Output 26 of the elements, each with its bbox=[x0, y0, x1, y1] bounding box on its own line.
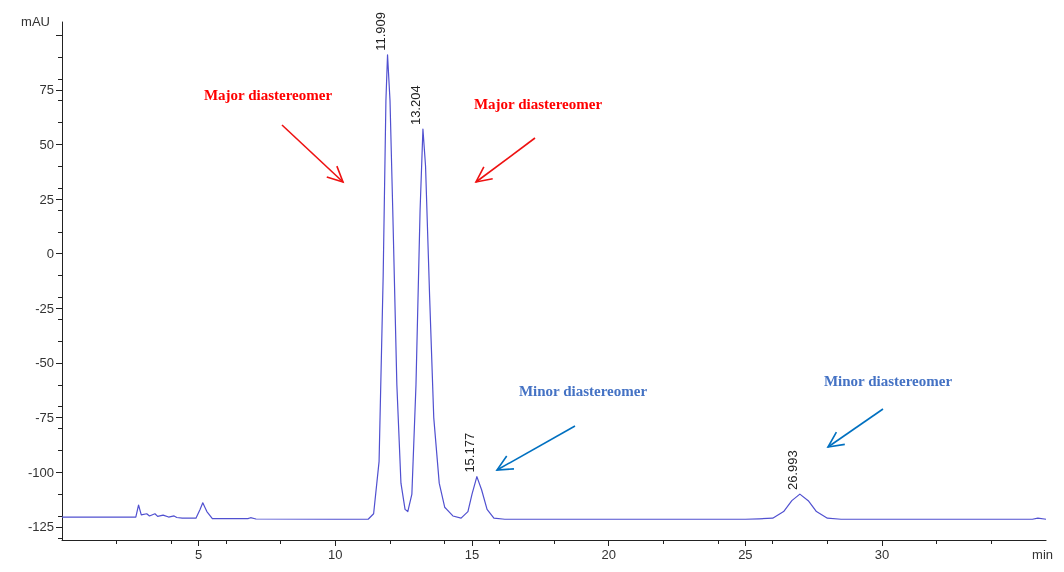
x-tick-label: 25 bbox=[738, 547, 753, 562]
y-tick-label: -125 bbox=[27, 519, 54, 535]
y-tick-label: -100 bbox=[27, 464, 54, 480]
annotation: 13.204 bbox=[408, 85, 424, 126]
x-axis-title: min bbox=[1032, 547, 1054, 562]
y-tick-label: -50 bbox=[35, 355, 54, 371]
x-tick-label: 15 bbox=[464, 547, 480, 562]
x-tick-label: 20 bbox=[601, 547, 616, 562]
y-axis-title: mAU bbox=[21, 14, 50, 29]
x-tick-label: 5 bbox=[195, 547, 203, 562]
annotation: Minor diastereomer bbox=[518, 383, 648, 399]
y-tick-label: 25 bbox=[39, 191, 54, 207]
annotation: Major diastereomer bbox=[473, 96, 603, 112]
annotation: 11.909 bbox=[373, 11, 389, 51]
line-series bbox=[61, 54, 1047, 520]
annotation: Minor diastereomer bbox=[823, 373, 953, 389]
y-tick-label: -75 bbox=[35, 410, 54, 426]
y-tick-label: 75 bbox=[39, 82, 54, 98]
y-tick-label: 0 bbox=[46, 246, 54, 262]
annotation: Major diastereomer bbox=[203, 87, 333, 103]
annotation: 26.993 bbox=[785, 450, 801, 491]
x-tick-label: 30 bbox=[874, 547, 890, 562]
annotation: 15.177 bbox=[462, 432, 478, 473]
x-tick-label: 10 bbox=[328, 547, 343, 562]
y-tick-label: -25 bbox=[35, 300, 54, 316]
y-tick-label: 50 bbox=[39, 136, 54, 152]
